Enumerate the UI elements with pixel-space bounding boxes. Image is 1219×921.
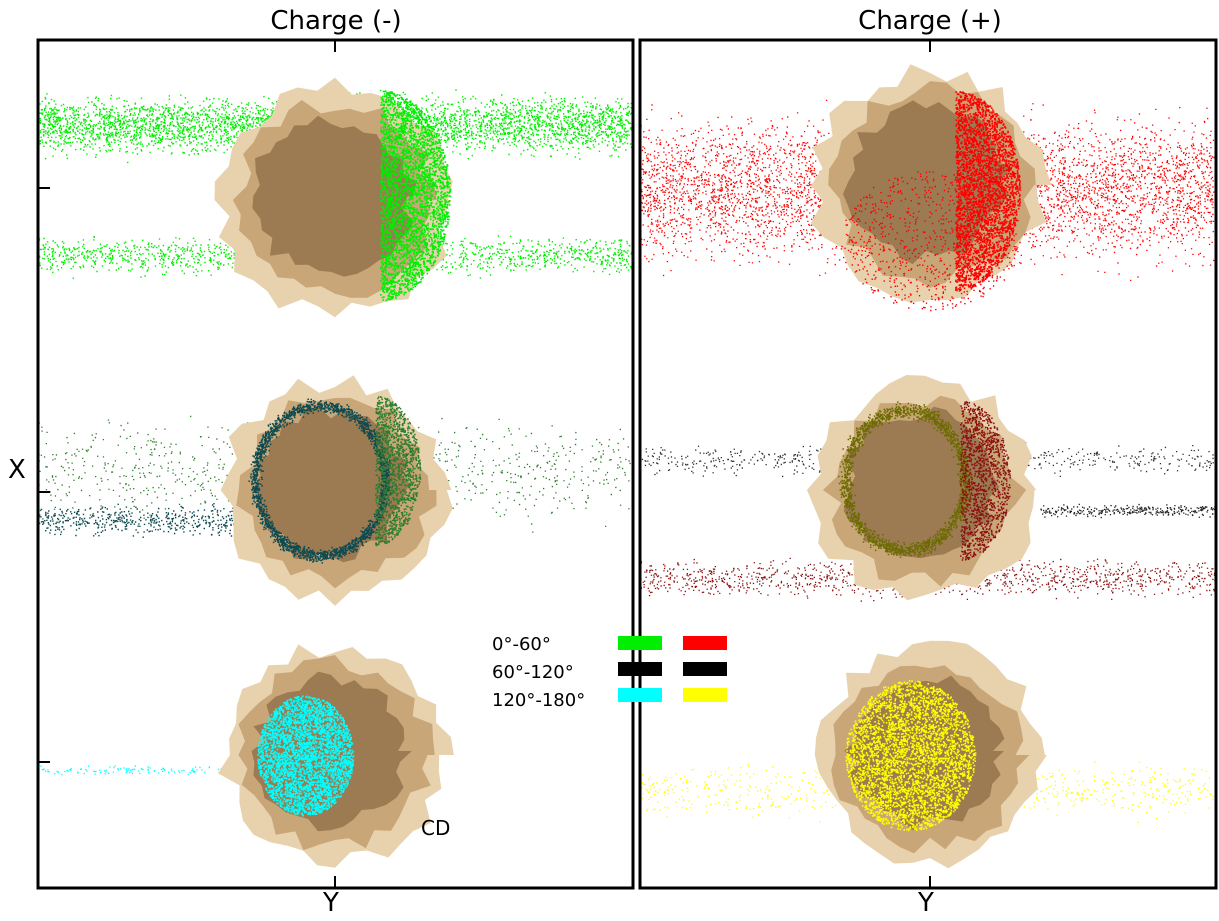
green-ring-right xyxy=(375,396,422,547)
red-band-wide xyxy=(640,99,1216,281)
dark-band-right-points xyxy=(1040,503,1216,519)
green-ring-right-points xyxy=(375,396,422,547)
shared-y-axis-label: X xyxy=(8,455,26,485)
left-x-axis-label: Y xyxy=(323,888,339,918)
right-panel-title: Charge (+) xyxy=(858,6,1002,36)
right-x-axis-label: Y xyxy=(918,888,934,918)
legend-label-60-120: 60°-120° xyxy=(492,662,574,683)
cloud-core-layer xyxy=(252,115,417,277)
red-cloud-spread xyxy=(840,171,1021,312)
legend-swatch-negative-0-60 xyxy=(618,636,662,650)
legend-swatch-negative-120-180 xyxy=(618,688,662,702)
yellow-core-points xyxy=(845,680,977,832)
legend-swatch-negative-60-120 xyxy=(618,662,662,676)
legend-label-120-180: 120°-180° xyxy=(492,690,586,711)
left-panel-content xyxy=(38,77,633,868)
cyan-core-points xyxy=(257,695,355,817)
right-panel-content xyxy=(640,64,1216,869)
dark-red-band-points xyxy=(640,557,1216,602)
cyan-core xyxy=(257,695,355,817)
yellow-scatter-points xyxy=(640,761,1216,824)
dark-red-ring-right-points xyxy=(960,401,1012,561)
green-cloud-right-half-points xyxy=(380,90,452,302)
legend-swatch-positive-60-120 xyxy=(683,662,727,676)
legend-label-0-60: 0°-60° xyxy=(492,634,551,655)
cloud-core-layer xyxy=(254,406,412,563)
yellow-core xyxy=(845,680,977,832)
cyan-wave-trail xyxy=(40,765,240,776)
green-cloud-right-half xyxy=(380,90,452,302)
legend-swatch-positive-0-60 xyxy=(683,636,727,650)
red-band-wide-points xyxy=(640,99,1216,281)
cyan-wave-trail-points xyxy=(40,765,240,776)
yellow-scatter xyxy=(640,761,1216,824)
left-panel-title: Charge (-) xyxy=(270,6,402,36)
right-panel-frame xyxy=(638,38,1218,890)
dark-red-ring-right xyxy=(960,401,1012,561)
dark-band-right xyxy=(1040,503,1216,519)
tick-marks xyxy=(38,40,931,888)
cd-annotation: CD xyxy=(421,816,451,840)
red-cloud-spread-points xyxy=(840,171,1021,312)
dark-red-band xyxy=(640,557,1216,602)
legend-swatch-positive-120-180 xyxy=(683,688,727,702)
